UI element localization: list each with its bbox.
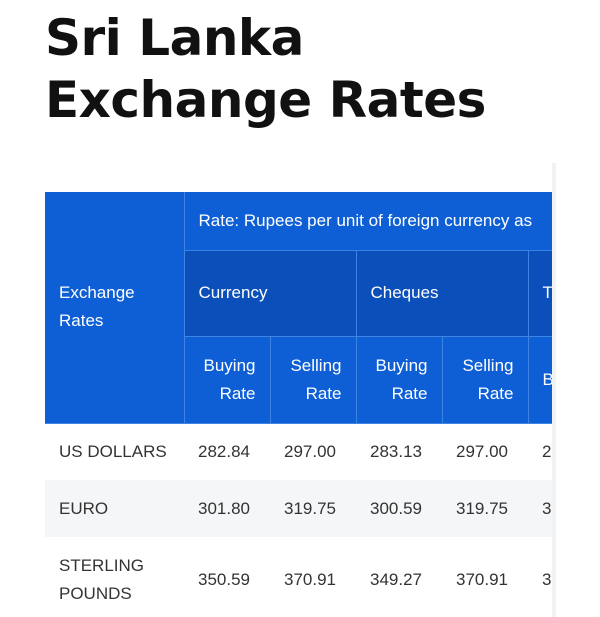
group-header-cheques: Cheques [356,250,529,337]
tt-buying-header: B [528,336,552,424]
currency-name: EURO [45,480,184,537]
currency-selling-rate: 297.00 [270,423,356,480]
group-header-currency: Currency [184,250,357,337]
cheques-buying-rate: 283.13 [356,423,442,480]
currency-selling-rate: 370.91 [270,537,356,617]
cheques-selling-rate: 297.00 [442,423,528,480]
cheques-selling-rate: 319.75 [442,480,528,537]
currency-buying-header: Buying Rate [184,336,271,424]
cheques-selling-header: Selling Rate [442,336,529,424]
table-row: STERLING POUNDS 350.59 370.91 349.27 370… [45,537,552,617]
cheques-buying-header: Buying Rate [356,336,443,424]
page-title: Sri Lanka Exchange Rates [45,9,486,129]
tt-buying-rate: 3 [528,537,552,617]
row-header-label: Exchange Rates [45,192,185,424]
currency-name: US DOLLARS [45,423,184,480]
table-row: US DOLLARS 282.84 297.00 283.13 297.00 2 [45,423,552,480]
tt-buying-rate: 3 [528,480,552,537]
table-row: EURO 301.80 319.75 300.59 319.75 3 [45,480,552,537]
tt-buying-rate: 2 [528,423,552,480]
currency-name: STERLING POUNDS [45,537,184,617]
exchange-rates-table-container[interactable]: Exchange Rates Rate: Rupees per unit of … [45,192,552,617]
currency-buying-rate: 350.59 [184,537,270,617]
table-scroll-edge[interactable] [552,163,556,617]
cheques-buying-rate: 300.59 [356,480,442,537]
currency-selling-header: Selling Rate [270,336,357,424]
exchange-rates-table: Exchange Rates Rate: Rupees per unit of … [45,192,552,617]
rate-caption: Rate: Rupees per unit of foreign currenc… [184,192,552,251]
currency-buying-rate: 282.84 [184,423,270,480]
currency-selling-rate: 319.75 [270,480,356,537]
cheques-buying-rate: 349.27 [356,537,442,617]
cheques-selling-rate: 370.91 [442,537,528,617]
currency-buying-rate: 301.80 [184,480,270,537]
group-header-tt: T T [528,250,552,337]
